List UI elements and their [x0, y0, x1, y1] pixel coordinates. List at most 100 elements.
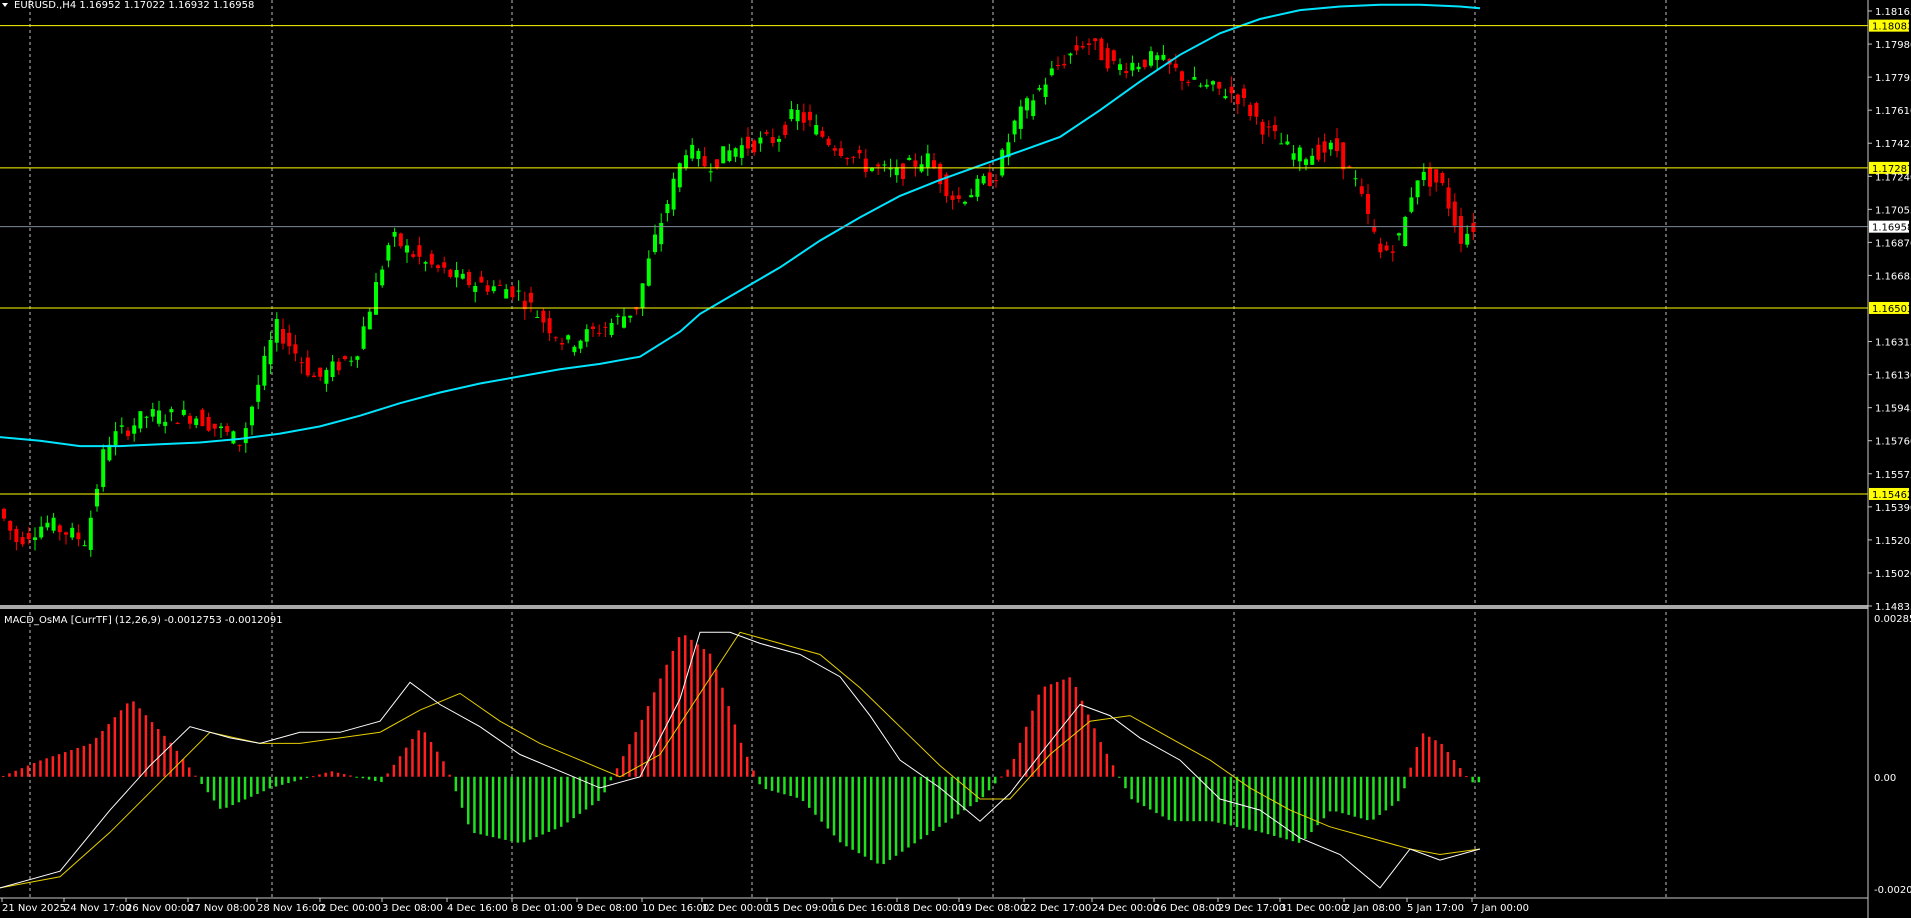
candle-body: [956, 195, 961, 200]
horizontal-levels[interactable]: 1.18083 1.17287 1.16958 1.16503 1.15462: [0, 19, 1911, 501]
candle-body: [367, 311, 372, 330]
histogram-bar: [367, 776, 371, 780]
histogram-bar: [541, 776, 544, 835]
histogram-bar: [355, 776, 358, 778]
candle-body: [219, 426, 223, 429]
candle-body: [1409, 197, 1414, 212]
candle-body: [814, 125, 819, 135]
window-separator[interactable]: [0, 605, 1868, 609]
candle-body: [863, 158, 868, 172]
candle-body: [925, 153, 930, 168]
candle-body: [212, 423, 217, 429]
histogram-bar: [1403, 776, 1406, 789]
histogram-bar: [330, 771, 334, 777]
candle-body: [1074, 45, 1079, 51]
histogram-bar: [1421, 733, 1425, 777]
candle-body: [386, 245, 391, 261]
histogram-bar: [1167, 776, 1171, 820]
candle-body: [1192, 76, 1197, 80]
candle-body: [1006, 142, 1011, 158]
candle-body: [1080, 46, 1085, 48]
histogram-bar: [975, 776, 978, 803]
histogram-bar: [907, 776, 910, 848]
histogram-bar: [1372, 776, 1375, 820]
candle-body: [1347, 166, 1352, 168]
price-scale[interactable]: 1.18165 1.17980 1.17795 1.17610 1.17425 1.172…: [1868, 7, 1911, 613]
histogram-bar: [1180, 776, 1183, 822]
candle-body: [361, 326, 366, 349]
candle-body: [541, 310, 546, 323]
histogram-bar: [126, 703, 129, 777]
histogram-bar: [1062, 679, 1065, 777]
candle-body: [795, 109, 800, 122]
candle-body: [14, 528, 19, 543]
histogram-bar: [1192, 776, 1195, 822]
histogram-bar: [1347, 776, 1350, 815]
histogram-bar: [51, 756, 55, 777]
histogram-bar: [1428, 736, 1431, 777]
candle-body: [578, 340, 583, 349]
candle-body: [1465, 233, 1470, 245]
candle-body: [1421, 171, 1426, 181]
histogram-bar: [578, 776, 582, 814]
candle-body: [1142, 59, 1147, 68]
histogram-bar: [1198, 776, 1202, 822]
histogram-bar: [665, 664, 668, 777]
indicator-scale[interactable]: 0.002857 0.00 -0.002092: [1874, 614, 1911, 896]
histogram-bar: [113, 717, 117, 777]
candle-body: [467, 272, 471, 286]
histogram-bar: [436, 751, 439, 777]
candle-body: [1136, 66, 1141, 70]
candle-body: [454, 270, 459, 278]
candle-body: [95, 488, 99, 507]
histogram-bar: [888, 776, 892, 860]
histogram-bar: [1316, 776, 1319, 826]
histogram-bar: [963, 776, 966, 811]
histogram-bar: [144, 715, 148, 777]
price-label: 1.15945: [1875, 404, 1911, 415]
histogram-bar: [181, 759, 185, 777]
time-label: 21 Nov 2025: [2, 903, 66, 914]
candle-body: [857, 149, 862, 154]
histogram-bar: [1297, 776, 1301, 843]
candle-body: [1087, 43, 1091, 45]
candle-body: [132, 425, 137, 434]
histogram-bar: [405, 747, 408, 777]
time-label: 22 Dec 17:00: [1024, 903, 1091, 914]
histogram-bar: [1074, 686, 1078, 777]
price-label: 1.15390: [1875, 503, 1911, 514]
candle-body: [250, 406, 254, 426]
histogram-bar: [826, 776, 830, 829]
candle-body: [181, 409, 186, 415]
price-window[interactable]: 1.18083 1.17287 1.16958 1.16503 1.15462: [0, 3, 1911, 557]
candle-body: [1452, 201, 1457, 226]
histogram-bar: [392, 764, 396, 777]
candle-body: [963, 201, 967, 204]
chart-menu-triangle-icon[interactable]: [2, 3, 8, 7]
candle-body: [405, 245, 409, 253]
candle-body: [1000, 149, 1005, 176]
candle-body: [119, 425, 124, 427]
price-label: 1.17055: [1875, 205, 1911, 216]
histogram-bar: [547, 776, 551, 832]
histogram-bar: [789, 776, 792, 797]
candle-body: [640, 283, 645, 308]
histogram-bar: [622, 756, 625, 777]
price-label: 1.16315: [1875, 338, 1911, 349]
candle-body: [1037, 88, 1042, 90]
candle-body: [938, 163, 943, 185]
indicator-window[interactable]: [0, 631, 1481, 889]
candle-body: [70, 527, 75, 538]
histogram-bar: [1440, 743, 1443, 777]
candle-body: [1279, 143, 1284, 145]
histogram-bar: [1353, 776, 1357, 817]
candle-body: [1459, 216, 1463, 244]
histogram-bar: [1068, 677, 1071, 777]
histogram-bar: [250, 776, 253, 797]
candle-body: [677, 163, 682, 188]
candle-body: [355, 356, 360, 360]
histogram-bar: [609, 776, 613, 781]
candle-body: [206, 416, 211, 431]
